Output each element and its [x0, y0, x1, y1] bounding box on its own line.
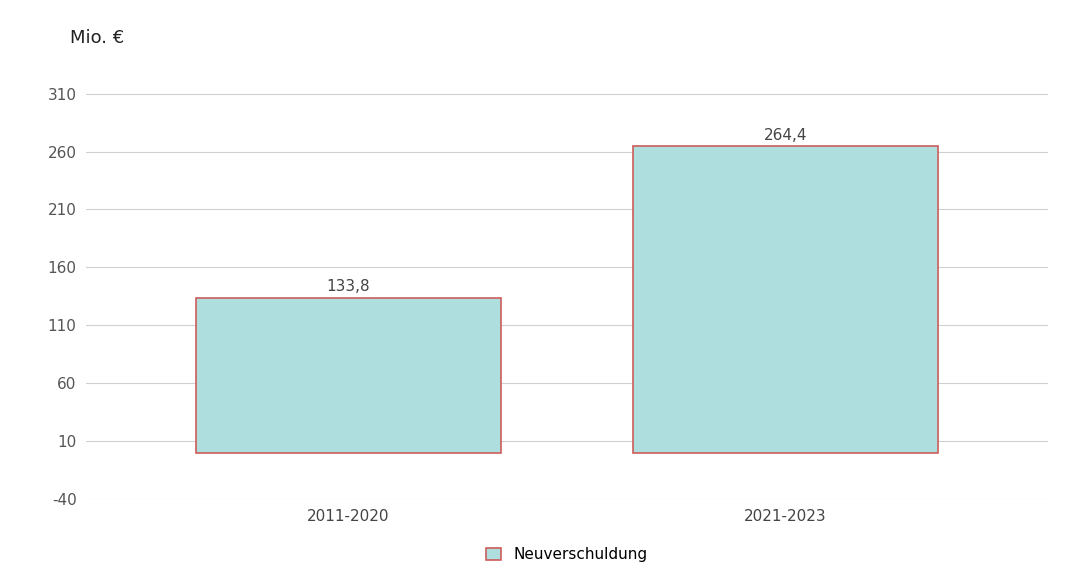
Bar	[195, 298, 501, 453]
Bar	[633, 146, 939, 453]
Text: 264,4: 264,4	[764, 128, 807, 143]
Text: 133,8: 133,8	[327, 279, 370, 294]
Legend: Neuverschuldung: Neuverschuldung	[481, 541, 653, 568]
Text: Mio. €: Mio. €	[70, 29, 124, 48]
